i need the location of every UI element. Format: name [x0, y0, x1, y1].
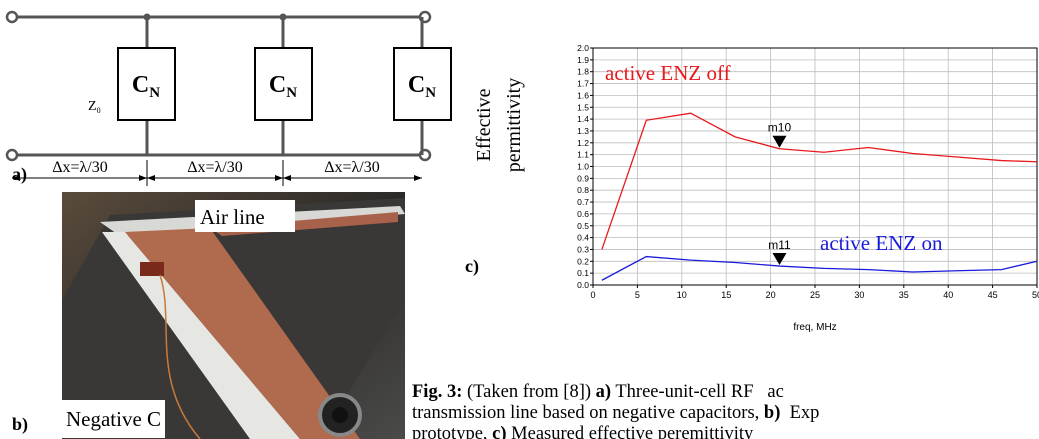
x-tick-label: 35 [899, 290, 909, 300]
y-tick-label: 1.4 [577, 114, 589, 124]
y-axis-label: permittivity [503, 78, 525, 172]
capacitor-label: CN [408, 72, 436, 101]
caption-text: Fig. 3: [412, 382, 462, 402]
impedance-label: Z0 [88, 99, 101, 115]
y-tick-label: 1.8 [577, 67, 589, 77]
x-axis-label: freq, MHz [793, 322, 836, 333]
capacitor-symbol: C [269, 72, 286, 98]
spacing-label: Δx=λ/30 [52, 159, 108, 176]
x-tick-label: 25 [810, 290, 820, 300]
y-tick-label: 1.0 [577, 162, 589, 172]
panel-label: c) [465, 256, 479, 277]
x-tick-label: 15 [721, 290, 731, 300]
capacitor-label: CN [132, 72, 160, 101]
capacitor-subscript: N [425, 85, 436, 101]
y-tick-label: 0.8 [577, 185, 589, 195]
caption-text: prototype, [412, 424, 492, 439]
y-tick-label: 1.7 [577, 79, 589, 89]
y-tick-label: 0.4 [577, 233, 589, 243]
y-tick-label: 1.1 [577, 150, 589, 160]
caption-line: prototype, c) Measured effective peremit… [412, 424, 754, 439]
caption-text: b) [764, 403, 780, 423]
caption-text: Exp [780, 403, 819, 423]
capacitor-label: CN [269, 72, 297, 101]
caption-text: Three-unit-cell RF ac [611, 382, 784, 402]
y-tick-label: 1.9 [577, 55, 589, 65]
plot-frame [592, 47, 1038, 286]
spacing-label: Δx=λ/30 [324, 159, 380, 176]
x-tick-label: 40 [943, 290, 953, 300]
x-tick-label: 45 [988, 290, 998, 300]
caption-line: Fig. 3: (Taken from [8]) a) Three-unit-c… [412, 382, 784, 402]
chart: 0.0 0.1 0.2 0.30.4 0.5 0.6 0.7 0.8 0.91.0 1.1 1.2 1… [473, 43, 1039, 333]
photo-label: Negative C [66, 407, 161, 431]
x-tick-label: 50 [1032, 290, 1039, 300]
capacitor-symbol: C [408, 72, 425, 98]
y-tick-label: 0.3 [577, 244, 589, 254]
caption-line: transmission line based on negative capa… [412, 403, 819, 423]
y-tick-label: 0.5 [577, 221, 589, 231]
series-annotation: active ENZ on [820, 231, 943, 255]
y-tick-label: 0.7 [577, 197, 589, 207]
y-tick-label: 0.1 [577, 268, 589, 278]
photo-label: Air line [200, 205, 265, 229]
x-tick-label: 10 [677, 290, 687, 300]
circuit [5, 10, 452, 186]
marker-label: m10 [768, 121, 792, 135]
panel-label: b) [12, 414, 28, 435]
caption-text: Measured effective peremittivity [507, 424, 754, 439]
y-tick-label: 0.6 [577, 209, 589, 219]
x-tick-label: 5 [635, 290, 640, 300]
caption-text: (Taken from [8]) [462, 382, 595, 402]
y-tick-label: 1.3 [577, 126, 589, 136]
x-tick-label: 0 [590, 290, 595, 300]
data-line [601, 255, 1038, 281]
panel-label: a) [12, 164, 27, 185]
impedance-symbol: Z [88, 99, 97, 114]
x-tick-label: 30 [854, 290, 864, 300]
capacitor-symbol: C [132, 72, 149, 98]
y-tick-label: 0.9 [577, 173, 589, 183]
capacitor-subscript: N [286, 85, 297, 101]
caption-text: c) [492, 424, 506, 439]
marker [772, 253, 787, 266]
y-tick-label: 2.0 [577, 43, 589, 53]
marker-label: m11 [768, 238, 791, 252]
marker [772, 135, 787, 148]
impedance-subscript: 0 [97, 106, 101, 115]
data-line [601, 112, 1038, 250]
caption-text: transmission line based on negative capa… [412, 403, 764, 423]
y-tick-label: 0.0 [577, 280, 589, 290]
y-axis-label: Effective [473, 88, 495, 161]
y-tick-label: 1.2 [577, 138, 589, 148]
photo [62, 192, 405, 439]
y-tick-label: 1.6 [577, 90, 589, 100]
y-tick-label: 1.5 [577, 102, 589, 112]
x-tick-label: 20 [766, 290, 776, 300]
spacing-label: Δx=λ/30 [187, 159, 243, 176]
caption-text: a) [596, 382, 611, 402]
capacitor-subscript: N [149, 85, 160, 101]
series-annotation: active ENZ off [605, 61, 731, 85]
y-tick-label: 0.2 [577, 256, 589, 266]
